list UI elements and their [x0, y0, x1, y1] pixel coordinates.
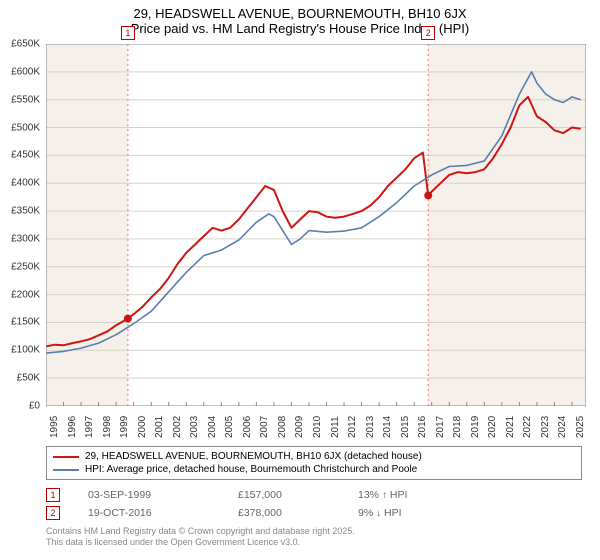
x-tick-label: 1999	[119, 416, 130, 438]
y-tick-label: £600K	[11, 66, 40, 77]
sale-price: £378,000	[238, 507, 358, 519]
x-axis-labels: 1995 1996 1997 1998 1999 2000 2001 2002 2003 2004…	[46, 408, 586, 448]
sale-marker-badge: 2	[421, 26, 435, 40]
plot-svg	[46, 44, 586, 406]
y-tick-label: £350K	[11, 206, 40, 217]
sale-marker-badge: 1	[121, 26, 135, 40]
x-tick-label: 2015	[400, 416, 411, 438]
title-line-2: Price paid vs. HM Land Registry's House …	[0, 21, 600, 36]
x-tick-label: 1998	[102, 416, 113, 438]
sale-row: 1 03-SEP-1999£157,00013% ↑ HPI	[46, 486, 582, 504]
x-tick-label: 2008	[277, 416, 288, 438]
y-tick-label: £450K	[11, 150, 40, 161]
y-tick-label: £50K	[17, 373, 40, 384]
title-line-1: 29, HEADSWELL AVENUE, BOURNEMOUTH, BH10 …	[0, 6, 600, 21]
x-tick-label: 2025	[575, 416, 586, 438]
sale-date: 03-SEP-1999	[88, 489, 238, 501]
plot-area: 12	[46, 44, 586, 406]
x-tick-label: 2005	[224, 416, 235, 438]
footer-line-1: Contains HM Land Registry data © Crown c…	[46, 526, 582, 537]
legend-row-hpi: HPI: Average price, detached house, Bour…	[53, 463, 575, 476]
x-tick-label: 2004	[207, 416, 218, 438]
sale-hpi: 9% ↓ HPI	[358, 507, 402, 519]
x-tick-label: 2014	[382, 416, 393, 438]
x-tick-label: 1995	[49, 416, 60, 438]
x-tick-label: 2018	[452, 416, 463, 438]
legend-swatch-property	[53, 456, 79, 458]
legend-label-hpi: HPI: Average price, detached house, Bour…	[85, 464, 417, 475]
chart-title: 29, HEADSWELL AVENUE, BOURNEMOUTH, BH10 …	[0, 0, 600, 38]
x-tick-label: 2017	[435, 416, 446, 438]
legend-swatch-hpi	[53, 469, 79, 471]
y-tick-label: £100K	[11, 345, 40, 356]
footer: Contains HM Land Registry data © Crown c…	[46, 526, 582, 549]
x-tick-label: 2010	[312, 416, 323, 438]
x-tick-label: 2003	[189, 416, 200, 438]
y-tick-label: £250K	[11, 261, 40, 272]
x-tick-label: 2007	[259, 416, 270, 438]
y-tick-label: £0	[29, 401, 40, 412]
x-tick-label: 2012	[347, 416, 358, 438]
y-tick-label: £300K	[11, 233, 40, 244]
x-tick-label: 2023	[540, 416, 551, 438]
footer-line-2: This data is licensed under the Open Gov…	[46, 537, 582, 548]
x-tick-label: 2002	[172, 416, 183, 438]
sale-row-badge: 2	[46, 506, 60, 520]
x-tick-label: 2001	[154, 416, 165, 438]
x-tick-label: 2016	[417, 416, 428, 438]
x-tick-label: 2006	[242, 416, 253, 438]
x-tick-label: 1997	[84, 416, 95, 438]
y-tick-label: £400K	[11, 178, 40, 189]
x-tick-label: 2009	[294, 416, 305, 438]
y-tick-label: £150K	[11, 317, 40, 328]
x-tick-label: 2020	[487, 416, 498, 438]
x-tick-label: 1996	[67, 416, 78, 438]
y-axis-labels: £0£50K£100K£150K£200K£250K£300K£350K£400…	[0, 44, 44, 406]
x-tick-label: 2019	[470, 416, 481, 438]
sale-rows: 1 03-SEP-1999£157,00013% ↑ HPI 2 19-OCT-201…	[46, 486, 582, 522]
sale-date: 19-OCT-2016	[88, 507, 238, 519]
legend-label-property: 29, HEADSWELL AVENUE, BOURNEMOUTH, BH10 …	[85, 451, 422, 462]
y-tick-label: £200K	[11, 289, 40, 300]
x-tick-label: 2021	[505, 416, 516, 438]
x-tick-label: 2000	[137, 416, 148, 438]
legend-row-property: 29, HEADSWELL AVENUE, BOURNEMOUTH, BH10 …	[53, 450, 575, 463]
x-tick-label: 2024	[557, 416, 568, 438]
x-tick-label: 2011	[330, 416, 341, 438]
chart-container: 29, HEADSWELL AVENUE, BOURNEMOUTH, BH10 …	[0, 0, 600, 560]
sale-hpi: 13% ↑ HPI	[358, 489, 407, 501]
x-tick-label: 2022	[522, 416, 533, 438]
y-tick-label: £550K	[11, 94, 40, 105]
sale-row-badge: 1	[46, 488, 60, 502]
y-tick-label: £650K	[11, 39, 40, 50]
legend: 29, HEADSWELL AVENUE, BOURNEMOUTH, BH10 …	[46, 446, 582, 480]
sale-price: £157,000	[238, 489, 358, 501]
x-tick-label: 2013	[365, 416, 376, 438]
y-tick-label: £500K	[11, 122, 40, 133]
sale-row: 2 19-OCT-2016£378,0009% ↓ HPI	[46, 504, 582, 522]
